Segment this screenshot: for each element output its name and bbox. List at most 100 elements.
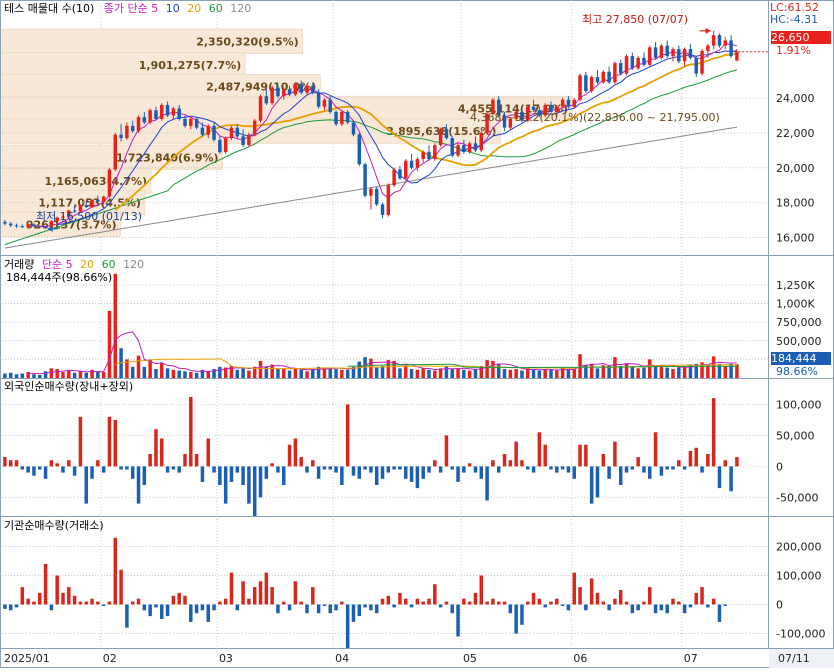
volume-pct-tag: 98.66% <box>776 365 818 378</box>
inst-bar <box>345 604 350 648</box>
lc-label: LC:61.52 <box>770 1 820 14</box>
inst-bar <box>282 601 286 605</box>
candle-body <box>49 220 54 228</box>
foreign-bar <box>38 466 42 470</box>
volume-bar <box>334 369 338 378</box>
foreign-bar <box>636 457 640 467</box>
hc-label: HC:-4.31 <box>770 13 819 26</box>
candle-body <box>340 111 344 125</box>
candle-body <box>20 226 25 228</box>
inst-bar <box>421 601 425 605</box>
volume-bar <box>200 369 205 378</box>
x-tick-label: 04 <box>335 652 349 665</box>
candle-body <box>572 99 576 107</box>
candle-body <box>264 96 269 104</box>
volume-bar <box>630 366 635 378</box>
inst-bar <box>717 604 722 622</box>
volume-bar <box>165 368 170 378</box>
foreign-bar <box>578 444 582 467</box>
candle-body <box>438 129 443 146</box>
volume-tick-label: 500,000 <box>776 335 822 348</box>
candle-body <box>549 104 553 112</box>
volume-bar <box>154 369 158 378</box>
foreign-bar <box>194 454 199 467</box>
foreign-bar <box>148 454 152 467</box>
candle-body <box>589 77 594 92</box>
inst-bar <box>392 604 396 608</box>
volume-bar <box>520 370 524 378</box>
foreign-bar <box>61 466 65 473</box>
inst-bar <box>473 592 478 605</box>
foreign-bar <box>479 466 484 479</box>
volume-bar <box>398 368 402 378</box>
foreign-bar <box>508 460 513 467</box>
foreign-bar <box>485 466 489 501</box>
candle-body <box>520 111 524 121</box>
foreign-bar <box>421 466 425 479</box>
volume-profile-label: 926,137(3.7%) <box>26 218 117 231</box>
volume-ma-label: 단순 <box>41 258 63 271</box>
volume-bar <box>148 359 152 378</box>
foreign-bar <box>700 466 704 473</box>
candle-body <box>665 45 669 57</box>
inst-bar <box>636 604 640 611</box>
ma60-line <box>4 69 738 245</box>
range-annotation: 4,368(~55.2(20.1%)(22,836.00 ~ 21,795.00… <box>470 111 720 124</box>
volume-bar <box>340 369 344 378</box>
foreign-bar <box>305 466 309 473</box>
inst-bar <box>299 601 303 605</box>
inst-bar <box>43 563 48 605</box>
candle-body <box>61 216 65 218</box>
volume-bar <box>67 370 71 378</box>
candle-body <box>409 160 414 168</box>
volume-bar <box>101 372 106 378</box>
candle-body <box>473 143 478 151</box>
inst-bar <box>618 590 623 605</box>
volume-bar <box>125 359 129 378</box>
x-tick-label: 06 <box>573 652 587 665</box>
candle-body <box>467 143 472 153</box>
volume-bar <box>212 369 216 378</box>
volume-profile-band <box>1 52 246 78</box>
volume-bar <box>636 368 640 378</box>
foreign-bar <box>276 466 280 473</box>
volume-bar <box>421 368 425 378</box>
inst-bar <box>450 604 454 614</box>
candle-body <box>212 125 216 140</box>
price-legend: 테스 매물대 수(10) 종가 단순 5 10 20 60 120 <box>4 2 251 15</box>
foreign-bar <box>322 466 327 470</box>
foreign-bar <box>589 466 594 504</box>
inst-bar <box>694 592 698 605</box>
inst-tick-label: 0 <box>776 599 783 612</box>
candle-body <box>531 106 536 111</box>
foreign-bar <box>223 466 228 504</box>
candle-body <box>148 110 152 123</box>
foreign-bar <box>113 419 118 467</box>
inst-bar <box>125 604 129 628</box>
candle-body <box>206 125 210 135</box>
inst-bar <box>630 604 635 614</box>
foreign-bar <box>711 398 716 467</box>
foreign-bar <box>165 466 170 473</box>
candle-body <box>90 200 94 208</box>
inst-bar <box>584 604 588 611</box>
foreign-bar <box>130 466 135 479</box>
volume-bar <box>20 373 25 378</box>
foreign-bar <box>351 466 356 476</box>
candle-body <box>380 204 385 215</box>
inst-bar <box>189 604 193 622</box>
foreign-bar <box>363 466 367 470</box>
volume-bar <box>450 369 454 378</box>
inst-bar <box>462 598 466 605</box>
candle-body <box>241 136 245 146</box>
candle-body <box>183 118 187 126</box>
foreign-bar <box>671 466 675 470</box>
foreign-bar <box>20 466 25 470</box>
ma5-line <box>28 43 738 228</box>
volume-bar <box>415 369 420 378</box>
volume-tick-label: 750,000 <box>776 316 822 329</box>
volume-bar <box>189 372 193 378</box>
inst-bar <box>607 604 611 611</box>
volume-bar <box>682 366 687 378</box>
volume-bar <box>560 368 565 378</box>
